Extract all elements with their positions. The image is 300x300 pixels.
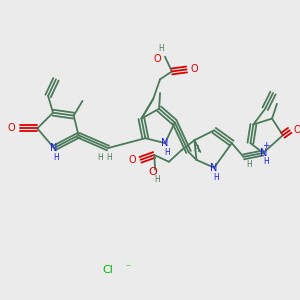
Text: H: H [164, 148, 170, 158]
Text: O: O [129, 155, 136, 165]
Text: H: H [106, 153, 112, 162]
Text: O: O [8, 123, 16, 134]
Text: N: N [210, 163, 218, 173]
Text: O: O [153, 54, 161, 64]
Text: ⁻: ⁻ [125, 263, 130, 273]
Text: O: O [149, 167, 158, 177]
Text: N: N [50, 143, 58, 153]
Text: H: H [194, 145, 199, 154]
Text: H: H [53, 153, 59, 162]
Text: O: O [294, 125, 300, 135]
Text: H: H [213, 173, 219, 182]
Text: N: N [161, 138, 169, 148]
Text: N: N [260, 148, 267, 158]
Text: H: H [97, 153, 103, 162]
Text: O: O [190, 64, 198, 74]
Text: H: H [263, 157, 269, 166]
Text: H: H [154, 175, 160, 184]
Text: H: H [247, 160, 252, 169]
Text: +: + [262, 141, 270, 150]
Text: Cl: Cl [103, 265, 113, 275]
Text: H: H [158, 44, 164, 53]
